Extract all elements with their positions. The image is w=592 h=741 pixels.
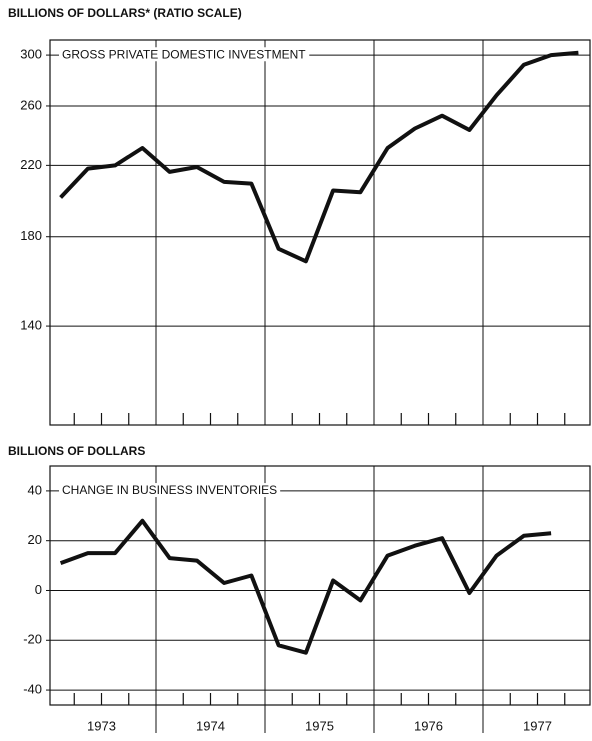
y-tick-label: 40	[28, 482, 42, 497]
series-line	[59, 518, 552, 655]
y-tick-label: -40	[23, 682, 42, 697]
x-tick-label: 1976	[414, 718, 443, 733]
y-tick-label: 0	[35, 582, 42, 597]
y-tick-label: 300	[20, 47, 42, 62]
label-background	[59, 483, 281, 498]
plot-frame	[49, 465, 591, 706]
y-tick-label: 20	[28, 532, 42, 547]
series-label: CHANGE IN BUSINESS INVENTORIES	[62, 483, 277, 497]
x-tick-label: 1973	[87, 718, 116, 733]
panel-title: BILLIONS OF DOLLARS* (RATIO SCALE)	[8, 6, 242, 20]
y-tick-label: 260	[20, 97, 42, 112]
y-tick-label: 220	[20, 157, 42, 172]
y-tick-label: 140	[20, 318, 42, 333]
x-tick-label: 1977	[523, 718, 552, 733]
series-line	[59, 50, 579, 264]
x-tick-label: 1975	[305, 718, 334, 733]
panel-title: BILLIONS OF DOLLARS	[8, 444, 145, 458]
label-background	[59, 47, 310, 62]
series-label: GROSS PRIVATE DOMESTIC INVESTMENT	[62, 47, 306, 61]
y-tick-label: -20	[23, 632, 42, 647]
x-tick-label: 1974	[196, 718, 225, 733]
y-tick-label: 180	[20, 228, 42, 243]
plot-frame	[49, 39, 591, 426]
